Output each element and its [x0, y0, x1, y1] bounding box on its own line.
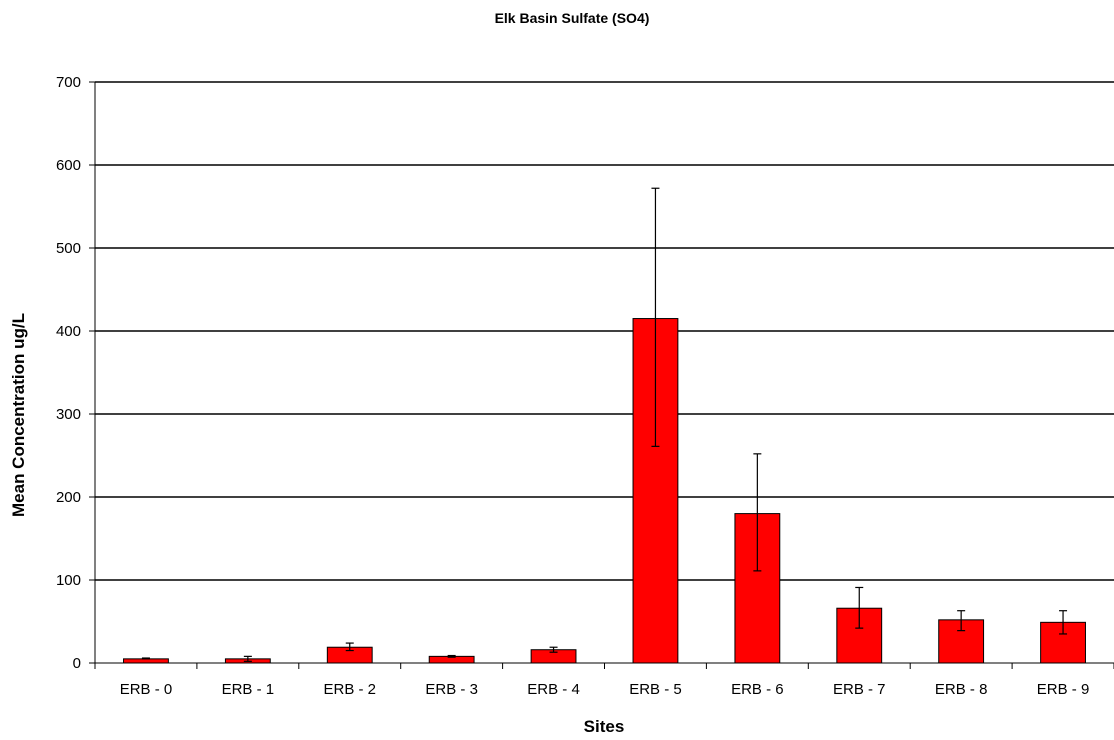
- x-axis-title: Sites: [584, 717, 625, 736]
- x-tick-label: ERB - 4: [527, 681, 580, 698]
- x-tick-label: ERB - 9: [1037, 681, 1090, 698]
- y-tick-label: 400: [56, 323, 81, 340]
- chart-title: Elk Basin Sulfate (SO4): [495, 10, 650, 26]
- y-tick-label: 500: [56, 240, 81, 257]
- x-tick-label: ERB - 0: [120, 681, 173, 698]
- x-tick-label: ERB - 7: [833, 681, 886, 698]
- error-bar: [141, 657, 150, 660]
- x-tick-label: ERB - 2: [323, 681, 376, 698]
- error-bar: [447, 654, 456, 658]
- y-tick-label: 100: [56, 572, 81, 589]
- gridlines: [95, 81, 1114, 581]
- error-bars: [141, 187, 1068, 662]
- x-axis-ticks: ERB - 0 ERB - 1 ERB - 2 ERB - 3 ERB - 4 ERB -…: [94, 663, 1114, 698]
- y-tick-label: 600: [56, 157, 81, 174]
- y-tick-label: 300: [56, 406, 81, 423]
- y-axis-ticks: 0 100 200 300 400 500 600 700: [56, 74, 95, 672]
- error-bar: [957, 610, 966, 632]
- error-bar: [549, 646, 558, 653]
- axes: [94, 82, 1114, 664]
- error-bar: [855, 586, 864, 629]
- bar: [123, 658, 169, 664]
- y-tick-label: 700: [56, 74, 81, 91]
- x-tick-label: ERB - 8: [935, 681, 988, 698]
- y-tick-label: 200: [56, 489, 81, 506]
- x-tick-label: ERB - 5: [629, 681, 682, 698]
- error-bar: [1059, 610, 1068, 635]
- error-bar: [243, 655, 252, 662]
- error-bar: [753, 453, 762, 572]
- y-axis-title: Mean Concentration ug/L: [9, 313, 28, 517]
- error-bar: [345, 642, 354, 652]
- error-bar: [651, 187, 660, 447]
- bars: [123, 318, 1086, 664]
- x-tick-label: ERB - 3: [425, 681, 478, 698]
- x-tick-label: ERB - 1: [222, 681, 275, 698]
- y-tick-label: 0: [73, 655, 81, 672]
- x-tick-label: ERB - 6: [731, 681, 784, 698]
